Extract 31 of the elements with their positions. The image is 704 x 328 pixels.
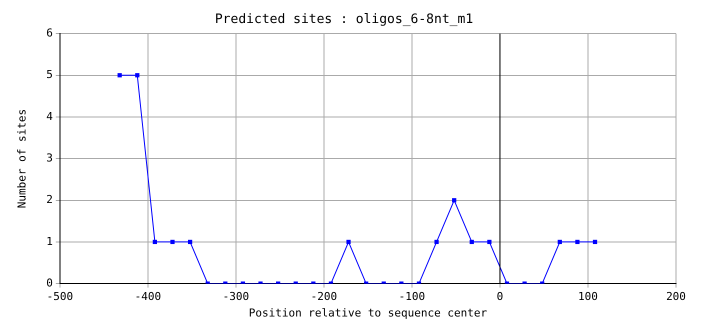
x-tick-label: -500 <box>46 290 74 304</box>
point <box>311 281 316 284</box>
x-tick-label: 200 <box>666 290 686 304</box>
y-tick-label: 3 <box>46 151 53 164</box>
y-tick-label: 2 <box>46 193 53 206</box>
chart-title: Predicted sites : oligos_6-8nt_m1 <box>214 12 474 28</box>
y-tick-label: 4 <box>46 110 54 123</box>
y-tick-label: 5 <box>46 68 53 82</box>
point <box>540 281 544 284</box>
x-tick-label: 100 <box>578 290 598 304</box>
point <box>470 240 474 244</box>
x-tick-label: -100 <box>398 290 426 304</box>
x-axis-title: Position relative to sequence center <box>248 306 488 320</box>
x-tick-label: -300 <box>222 290 250 304</box>
x-tick-label: 0 <box>496 290 504 304</box>
point <box>118 73 122 78</box>
point <box>294 281 298 284</box>
point <box>206 281 210 284</box>
y-tick-label: 6 <box>46 26 53 40</box>
x-tick-label: -200 <box>310 290 338 304</box>
y-tick-label: 0 <box>46 276 53 290</box>
point <box>399 281 404 284</box>
y-tick-label: 1 <box>46 234 53 248</box>
point <box>382 281 386 284</box>
point <box>135 73 140 78</box>
point <box>558 240 562 244</box>
point <box>364 281 368 284</box>
x-tick-label: -400 <box>134 290 162 304</box>
y-axis-title: Number of sites <box>15 108 28 208</box>
point <box>452 198 456 202</box>
point <box>223 281 228 284</box>
